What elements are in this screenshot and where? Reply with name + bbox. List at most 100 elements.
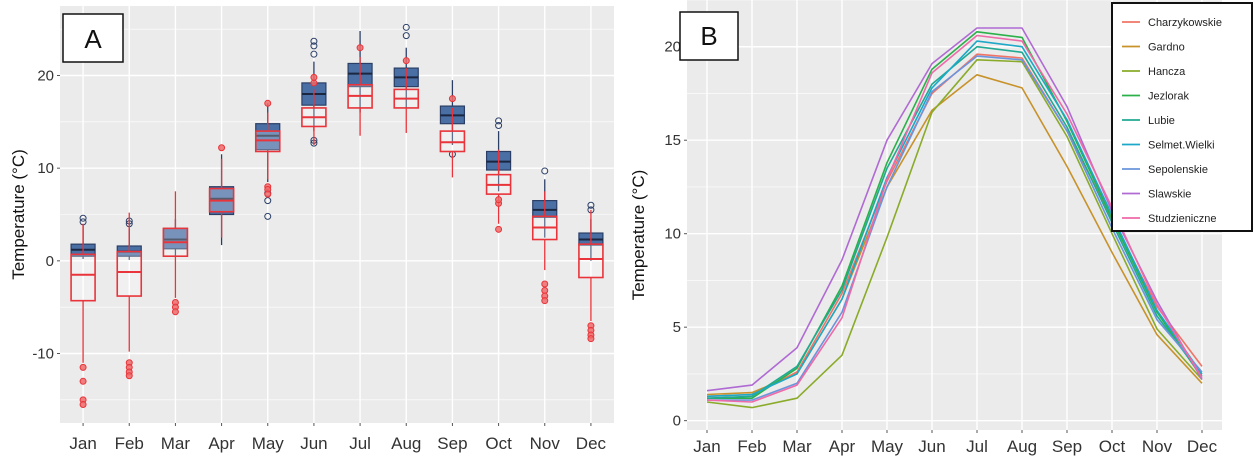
y-tick-label: 20 (664, 39, 681, 56)
outlier-point (79, 400, 87, 408)
x-tick-label: Jul (349, 434, 371, 453)
legend-entry: Selmet.Wielki (1148, 140, 1215, 152)
legend-entry: Lubie (1148, 115, 1175, 127)
outlier-point (264, 99, 272, 107)
x-tick-label: Nov (530, 434, 561, 453)
x-tick-label: Apr (208, 434, 235, 453)
x-tick-label: Jun (300, 434, 327, 453)
x-tick-label: Aug (1007, 437, 1037, 456)
outlier-point (264, 212, 272, 220)
panel-a-letter: A (84, 24, 102, 54)
box (116, 250, 143, 297)
box (578, 243, 604, 279)
outlier-point (495, 117, 503, 125)
x-tick-label: Apr (829, 437, 856, 456)
box-red (208, 144, 235, 238)
outlier-point (79, 377, 87, 385)
panel-b-letter-box (679, 11, 739, 61)
box-red (301, 73, 327, 145)
y-tick-label: 0 (673, 413, 681, 430)
panel-b-y-ticks: 0 5 10 15 20 (664, 39, 687, 430)
x-tick-label: Sep (437, 434, 467, 453)
legend-entry: Studzieniczne (1148, 213, 1217, 225)
panel-b-letter: B (700, 21, 717, 51)
x-tick-label: Jan (69, 434, 96, 453)
outlier-point (79, 363, 87, 371)
x-tick-label: Dec (1187, 437, 1218, 456)
outlier-point (356, 44, 364, 52)
x-tick-label: May (871, 437, 904, 456)
y-tick-label: 5 (673, 319, 681, 336)
outlier-point (218, 144, 226, 152)
outlier-point (448, 95, 456, 103)
legend-entry: Slawskie (1148, 189, 1191, 201)
series-line (706, 58, 1203, 409)
legend-entry: Hancza (1148, 66, 1186, 78)
x-tick-label: Oct (1099, 437, 1126, 456)
outlier-point (310, 37, 318, 45)
x-tick-label: Jun (918, 437, 945, 456)
legend-entry: Jezlorak (1148, 91, 1189, 103)
box-red (254, 99, 281, 198)
panel-b-y-axis-label: Temperature (°C) (629, 170, 648, 301)
outlier-point (402, 32, 410, 40)
x-tick-label: Nov (1142, 437, 1173, 456)
series-line (707, 55, 1203, 401)
outlier-point (79, 214, 87, 222)
panel-a-y-axis-label: Temperature (°C) (9, 149, 28, 280)
x-tick-label: Feb (115, 434, 144, 453)
box-red (70, 223, 96, 408)
x-tick-label: Jan (693, 437, 720, 456)
y-tick-label: 0 (46, 253, 54, 270)
outlier-point (495, 122, 503, 130)
outlier-point (587, 335, 595, 343)
panel-a: -10 0 10 20 Jan Feb Mar Apr May Jun Jul Aug Sep Oct N… (9, 6, 614, 453)
series-line (707, 30, 1203, 400)
x-tick-label: Oct (485, 434, 512, 453)
outlier-point (541, 297, 549, 305)
outlier-point (495, 225, 503, 233)
panel-b-grid (687, 0, 1222, 430)
box (70, 253, 96, 302)
x-tick-label: Jul (966, 437, 988, 456)
box-red (439, 95, 466, 178)
box-red (116, 212, 143, 380)
x-tick-label: Mar (161, 434, 191, 453)
x-tick-label: Dec (576, 434, 607, 453)
x-tick-label: Mar (782, 437, 812, 456)
legend-entry: Sepolenskie (1148, 164, 1208, 176)
y-tick-label: 10 (664, 226, 681, 243)
box-red (162, 191, 189, 316)
panel-b-lines (706, 27, 1203, 409)
y-tick-label: 10 (37, 160, 54, 177)
panel-a-x-ticks: Jan Feb Mar Apr May Jun Jul Aug Sep Oct Nov Dec (69, 423, 607, 453)
outlier-point (310, 50, 318, 58)
outlier-point (402, 57, 410, 65)
outlier-point (125, 372, 133, 380)
outlier-point (541, 167, 549, 175)
y-tick-label: -10 (32, 346, 54, 363)
panel-b-x-ticks: Jan Feb Mar Apr May Jun Jul Aug Sep Oct Nov Dec (693, 430, 1218, 456)
box-red (485, 149, 512, 233)
outlier-point (495, 196, 503, 204)
outlier-point (310, 73, 318, 81)
panel-a-y-ticks: -10 0 10 20 (32, 68, 60, 363)
outlier-point (587, 201, 595, 209)
box-red (578, 209, 604, 343)
x-tick-label: Feb (737, 437, 766, 456)
legend: Charzykowskie Gardno Hancza Jezlorak Lubie Se… (1111, 2, 1253, 232)
panel-a-boxes (70, 23, 604, 408)
outlier-point (310, 42, 318, 50)
panel-a-letter-box (62, 13, 124, 63)
x-tick-label: May (252, 434, 285, 453)
panel-b: 0 5 10 15 20 Jan Feb Mar Apr May Jun Jul Aug Sep Oct N… (629, 0, 1253, 456)
box-red (347, 44, 373, 136)
outlier-point (402, 23, 410, 31)
legend-entry: Gardno (1148, 42, 1185, 54)
outlier-point (264, 190, 272, 198)
x-tick-label: Aug (391, 434, 421, 453)
box-red (393, 57, 420, 133)
legend-entry: Charzykowskie (1148, 17, 1222, 29)
y-tick-label: 20 (37, 68, 54, 85)
box-red (531, 191, 558, 305)
